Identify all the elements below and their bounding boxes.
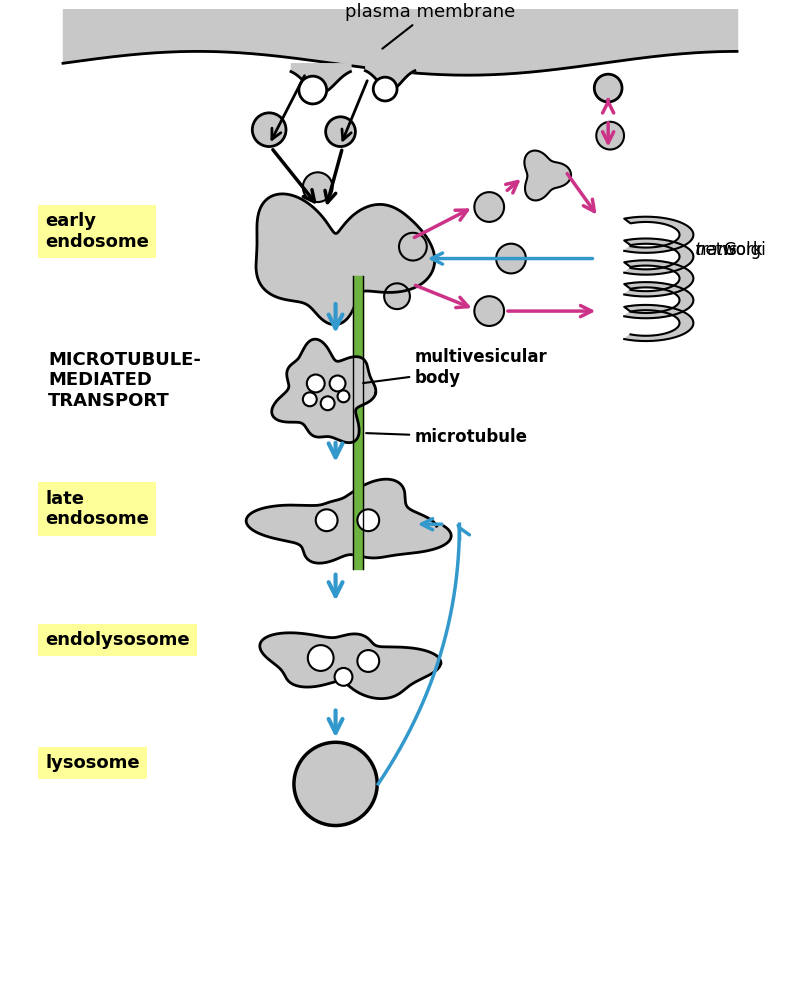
Circle shape (330, 376, 346, 391)
Circle shape (358, 509, 379, 531)
Circle shape (326, 117, 355, 147)
Circle shape (596, 122, 624, 150)
Circle shape (374, 77, 397, 101)
Circle shape (358, 650, 379, 672)
Circle shape (384, 283, 410, 309)
Text: MICROTUBULE-
MEDIATED
TRANSPORT: MICROTUBULE- MEDIATED TRANSPORT (48, 351, 201, 410)
Circle shape (474, 296, 504, 326)
Text: microtubule: microtubule (366, 428, 528, 446)
Bar (354, 276, 363, 569)
Polygon shape (624, 217, 694, 253)
Circle shape (399, 233, 426, 261)
Polygon shape (624, 305, 694, 341)
Polygon shape (272, 339, 376, 443)
Polygon shape (260, 633, 441, 699)
Text: multivesicular
body: multivesicular body (363, 348, 548, 387)
Circle shape (316, 509, 338, 531)
Circle shape (321, 396, 334, 410)
Circle shape (294, 742, 378, 826)
Circle shape (299, 76, 326, 104)
Text: early
endosome: early endosome (45, 212, 149, 251)
Circle shape (308, 645, 334, 671)
Circle shape (474, 192, 504, 222)
Text: Golgi: Golgi (723, 241, 766, 259)
Polygon shape (525, 151, 571, 200)
Polygon shape (246, 479, 451, 563)
Circle shape (252, 113, 286, 147)
Text: lysosome: lysosome (45, 754, 140, 772)
Circle shape (594, 74, 622, 102)
Text: late
endosome: late endosome (45, 490, 149, 528)
Circle shape (496, 244, 526, 273)
Text: network: network (695, 199, 763, 259)
Polygon shape (624, 260, 694, 296)
Circle shape (307, 375, 325, 392)
Circle shape (334, 668, 353, 686)
Circle shape (303, 392, 317, 406)
Polygon shape (624, 238, 694, 275)
Text: trans: trans (695, 241, 738, 259)
Polygon shape (256, 194, 434, 325)
Text: plasma membrane: plasma membrane (345, 3, 515, 49)
Circle shape (303, 172, 333, 202)
Text: endolysosome: endolysosome (45, 631, 190, 649)
Circle shape (338, 390, 350, 402)
Polygon shape (624, 282, 694, 318)
